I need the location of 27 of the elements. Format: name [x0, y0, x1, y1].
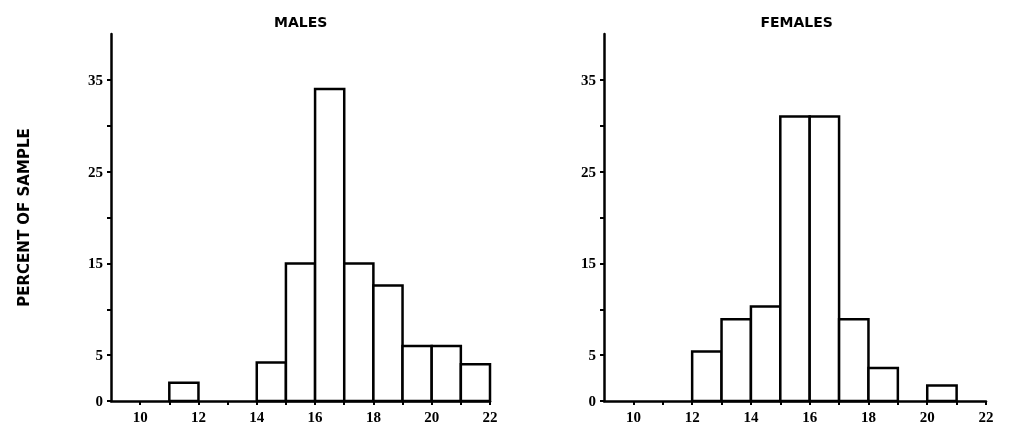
chart-title: FEMALES [760, 14, 833, 30]
y-tick-label: 35 [88, 71, 103, 88]
x-tick-label: 10 [132, 408, 148, 425]
x-tick-label: 10 [625, 408, 641, 425]
x-tick-label: 20 [919, 408, 935, 425]
x-tick-label: 18 [365, 408, 381, 425]
x-tick-label: 14 [743, 408, 759, 425]
y-axis-title: PERCENT OF SAMPLE [14, 128, 33, 307]
y-tick-label: 15 [581, 255, 596, 272]
y-tick-label: 35 [581, 71, 596, 88]
x-tick-label: 18 [860, 408, 876, 425]
y-tick-label: 25 [581, 163, 596, 180]
x-tick-label: 12 [190, 408, 206, 425]
x-tick-label: 16 [802, 408, 818, 425]
y-tick-label: 0 [95, 393, 103, 409]
y-tick-label: 15 [88, 255, 103, 272]
y-tick-label: 25 [88, 163, 103, 180]
x-tick-label: 12 [684, 408, 700, 425]
chart-title: MALES [274, 14, 328, 30]
y-tick-label: 5 [95, 347, 103, 364]
x-tick-label: 14 [249, 408, 265, 425]
x-tick-label: 22 [978, 408, 994, 425]
x-tick-label: 16 [307, 408, 324, 425]
y-tick-label: 5 [588, 347, 596, 364]
x-tick-label: 20 [424, 408, 440, 425]
y-tick-label: 0 [588, 393, 596, 409]
x-tick-label: 22 [482, 408, 498, 425]
